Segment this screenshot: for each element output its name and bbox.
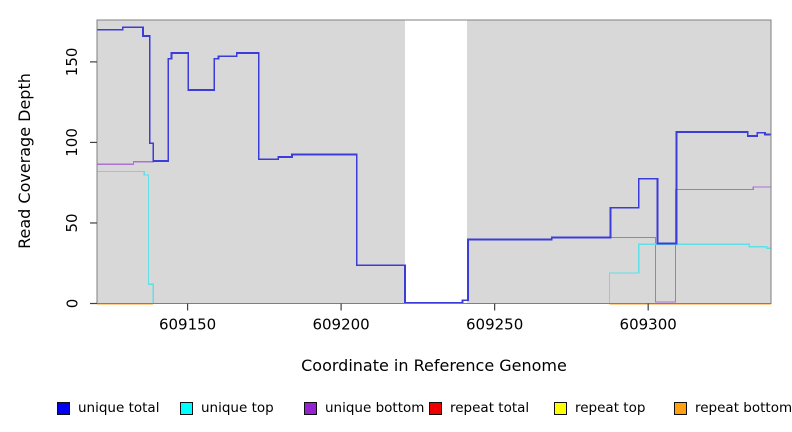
x-tick-label: 609300 — [620, 316, 677, 334]
legend-swatch-repeat-total — [429, 401, 442, 415]
legend-label: unique top — [201, 400, 274, 416]
x-tick-label: 609250 — [466, 316, 523, 334]
legend-swatch-unique-bottom — [304, 401, 317, 415]
legend-item-repeat-top: repeat top — [554, 401, 645, 415]
legend-label: repeat bottom — [695, 400, 792, 416]
legend-label: repeat total — [450, 400, 530, 416]
plot-border — [96, 19, 772, 304]
legend-item-repeat-bottom: repeat bottom — [674, 401, 792, 415]
legend-label: unique bottom — [325, 400, 425, 416]
y-tick-label: 50 — [63, 213, 81, 232]
x-tick-label: 609200 — [312, 316, 369, 334]
legend-label: unique total — [78, 400, 160, 416]
legend-label: repeat top — [575, 400, 646, 416]
legend-swatch-unique-top — [180, 401, 193, 415]
no-data-gap — [404, 20, 468, 304]
legend-swatch-unique-total — [57, 401, 70, 415]
legend-item-unique-total: unique total — [57, 401, 159, 415]
x-axis-label: Coordinate in Reference Genome — [301, 356, 567, 375]
legend-item-repeat-total: repeat total — [429, 401, 529, 415]
y-tick-label: 100 — [63, 128, 81, 157]
x-tick-label: 609150 — [159, 316, 216, 334]
series-line-unique-total — [97, 26, 771, 304]
y-tick-label: 0 — [63, 299, 81, 309]
legend-item-unique-top: unique top — [180, 401, 274, 415]
legend-item-unique-bottom: unique bottom — [304, 401, 424, 415]
legend-swatch-repeat-top — [554, 401, 567, 415]
y-tick-label: 150 — [63, 48, 81, 77]
series-line-unique-top — [97, 170, 771, 305]
legend-swatch-repeat-bottom — [674, 401, 687, 415]
y-axis-label: Read Coverage Depth — [15, 73, 34, 249]
